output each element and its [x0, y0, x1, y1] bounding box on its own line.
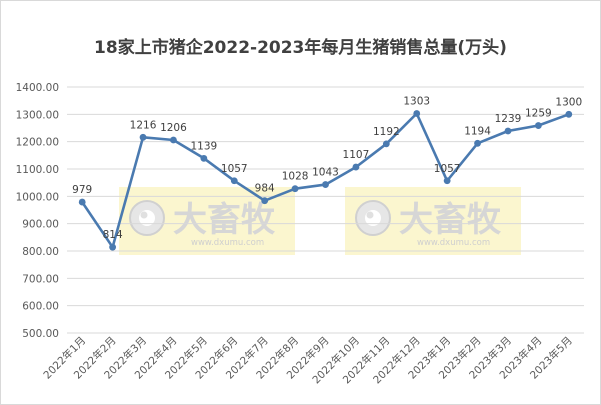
data-label: 1300 — [555, 96, 582, 108]
data-label: 1303 — [403, 96, 430, 108]
data-point — [534, 122, 542, 129]
y-tick-label: 1400.00 — [16, 82, 59, 94]
y-tick-label: 500.00 — [22, 328, 59, 340]
y-tick-label: 700.00 — [22, 273, 59, 285]
watermark-url: www.dxumu.com — [191, 238, 264, 248]
data-label: 1057 — [434, 163, 461, 175]
y-tick-label: 900.00 — [22, 219, 59, 231]
data-point — [291, 185, 299, 193]
data-point — [139, 133, 147, 141]
data-label: 979 — [72, 184, 92, 196]
y-tick-label: 800.00 — [22, 246, 59, 258]
data-point — [474, 139, 481, 147]
data-label: 984 — [255, 183, 275, 195]
y-tick-label: 1300.00 — [16, 109, 59, 121]
watermark-text: 大畜牧 — [173, 200, 276, 240]
data-label: 1206 — [160, 122, 187, 134]
data-label: 1216 — [130, 119, 157, 131]
data-point — [78, 198, 86, 206]
watermark-url: www.dxumu.com — [417, 238, 490, 248]
data-point — [504, 127, 512, 135]
y-tick-label: 1000.00 — [16, 191, 59, 203]
data-label: 814 — [103, 229, 123, 241]
data-label: 1057 — [221, 163, 248, 175]
data-label: 1194 — [464, 125, 491, 137]
data-label: 1043 — [312, 167, 339, 179]
data-point — [322, 181, 329, 188]
data-label: 1239 — [495, 113, 522, 125]
data-label: 1139 — [190, 140, 217, 152]
watermark-logo-icon-dot — [366, 211, 374, 219]
data-point — [382, 140, 390, 148]
data-point — [565, 110, 573, 118]
data-point — [200, 154, 208, 162]
data-label: 1028 — [282, 171, 309, 183]
data-point — [170, 136, 177, 144]
chart-title: 18家上市猪企2022-2023年每月生猪销售总量(万头) — [94, 38, 507, 58]
data-point — [230, 177, 238, 185]
data-label: 1259 — [525, 108, 552, 120]
data-label: 1107 — [343, 149, 370, 161]
data-point — [109, 243, 117, 251]
y-tick-label: 1200.00 — [16, 137, 59, 149]
data-point — [261, 197, 269, 205]
data-point — [413, 110, 421, 117]
data-label: 1192 — [373, 126, 400, 138]
watermark-logo-icon-dot — [140, 211, 148, 219]
y-tick-label: 1100.00 — [16, 164, 59, 176]
y-tick-label: 600.00 — [22, 301, 59, 313]
data-point — [352, 163, 360, 171]
watermark-text: 大畜牧 — [399, 200, 502, 240]
data-point — [443, 177, 451, 185]
